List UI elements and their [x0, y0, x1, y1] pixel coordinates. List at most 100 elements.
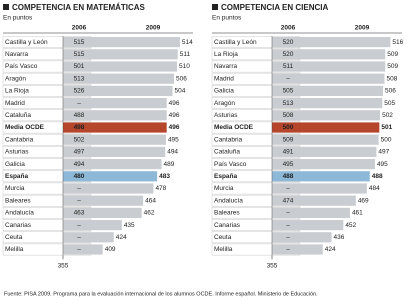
- bar: [63, 61, 177, 72]
- value-2009: 424: [325, 246, 336, 253]
- value-2006: 505: [283, 88, 294, 95]
- value-2006: 526: [74, 88, 85, 95]
- bar: [272, 207, 350, 218]
- bar: [272, 183, 367, 194]
- column-header: 2009: [355, 25, 370, 32]
- value-2006: 495: [283, 161, 294, 168]
- value-2006: 513: [283, 100, 294, 107]
- value-2009: 509: [387, 63, 398, 70]
- value-2006: 502: [74, 136, 85, 143]
- bar: [272, 134, 379, 145]
- value-2006: –: [286, 210, 290, 217]
- bar: [272, 159, 375, 170]
- category-label: Media OCDE: [5, 124, 45, 131]
- category-label: Andalucía: [214, 197, 243, 204]
- value-2009: 483: [159, 173, 170, 180]
- value-2009: 514: [182, 39, 193, 46]
- bar: [272, 122, 380, 133]
- value-2009: 496: [169, 112, 180, 119]
- category-label: Castilla y León: [214, 39, 257, 46]
- bar: [272, 244, 323, 255]
- value-2009: 488: [372, 173, 383, 180]
- value-2009: 497: [378, 149, 389, 156]
- bar: [272, 49, 386, 60]
- value-2006: –: [77, 100, 81, 107]
- bar: [272, 85, 384, 96]
- value-2006: 508: [283, 112, 294, 119]
- column-header: 2006: [72, 25, 87, 32]
- category-label: Baleares: [5, 197, 31, 204]
- bar: [63, 232, 114, 243]
- value-2006: 520: [283, 39, 294, 46]
- category-label: Aragón: [5, 75, 26, 82]
- value-2009: 501: [381, 124, 392, 131]
- category-label: Ceuta: [5, 234, 23, 241]
- bar: [272, 171, 370, 182]
- chart-title: COMPETENCIA EN CIENCIA: [221, 3, 328, 12]
- category-label: Navarra: [5, 51, 29, 58]
- bar: [63, 195, 144, 206]
- bar: [63, 98, 167, 109]
- value-2009: 495: [168, 136, 179, 143]
- bar: [63, 244, 103, 255]
- value-2006: 491: [283, 149, 294, 156]
- category-label: Cataluña: [214, 149, 240, 156]
- bar: [272, 146, 377, 157]
- value-2009: 505: [384, 100, 395, 107]
- title-icon: [3, 4, 9, 10]
- category-label: Madrid: [214, 75, 234, 82]
- bar: [63, 183, 154, 194]
- category-label: Cataluña: [5, 112, 31, 119]
- value-2009: 506: [385, 88, 396, 95]
- category-label: Ceuta: [214, 234, 232, 241]
- column-header: 2006: [281, 25, 296, 32]
- value-2009: 462: [144, 210, 155, 217]
- category-label: España: [5, 173, 29, 180]
- value-2009: 511: [180, 51, 191, 58]
- bar: [63, 73, 175, 84]
- value-2009: 504: [175, 88, 186, 95]
- value-2009: 516: [392, 39, 403, 46]
- category-label: Navarra: [214, 63, 238, 70]
- value-2006: 488: [283, 173, 294, 180]
- value-2009: 510: [179, 63, 190, 70]
- bar: [63, 37, 180, 48]
- value-2006: –: [286, 222, 290, 229]
- category-label: Cantabria: [5, 136, 34, 143]
- bar: [63, 159, 162, 170]
- value-2006: 501: [74, 63, 85, 70]
- category-label: País Vasco: [214, 161, 247, 168]
- category-label: Melilla: [214, 246, 233, 253]
- value-2006: –: [77, 185, 81, 192]
- value-2009: 484: [369, 185, 380, 192]
- value-2009: 464: [145, 197, 156, 204]
- category-label: Murcia: [214, 185, 234, 192]
- category-label: España: [214, 173, 238, 180]
- value-2006: –: [286, 234, 290, 241]
- value-2009: 500: [381, 136, 392, 143]
- value-2006: –: [286, 246, 290, 253]
- bar: [63, 207, 142, 218]
- category-label: Castilla y León: [5, 39, 48, 46]
- category-label: Media OCDE: [214, 124, 254, 131]
- value-2009: 509: [387, 51, 398, 58]
- bar: [272, 220, 344, 231]
- bar: [63, 171, 158, 182]
- value-2006: –: [77, 234, 81, 241]
- value-2009: 496: [169, 124, 180, 131]
- value-2006: 463: [74, 210, 85, 217]
- value-2009: 424: [116, 234, 127, 241]
- value-2009: 469: [358, 197, 369, 204]
- value-2006: 497: [74, 149, 85, 156]
- bar: [272, 232, 332, 243]
- column-header: 2009: [146, 25, 161, 32]
- category-label: Asturias: [214, 112, 238, 119]
- bar: [63, 49, 178, 60]
- value-2006: 480: [74, 173, 85, 180]
- value-2006: 513: [74, 75, 85, 82]
- value-2009: 435: [124, 222, 135, 229]
- title-icon: [212, 4, 218, 10]
- category-label: Canarias: [214, 222, 241, 229]
- bar: [272, 98, 383, 109]
